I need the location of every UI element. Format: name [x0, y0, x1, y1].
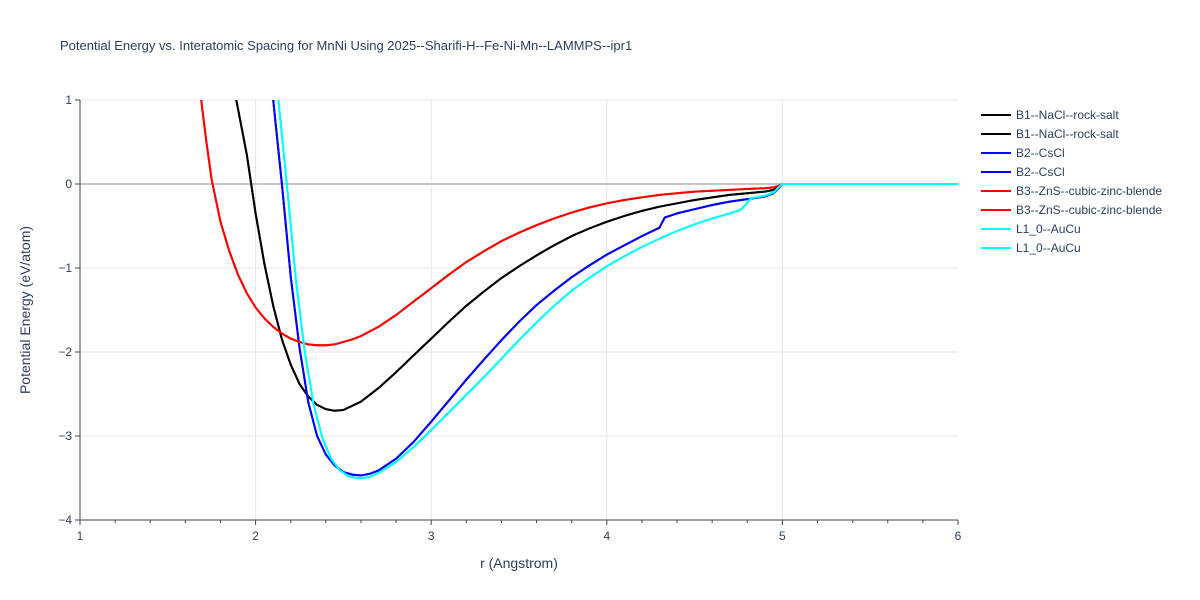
series-line-b1-nacl-rock-salt [235, 100, 958, 412]
y-tick-label: −4 [58, 513, 72, 527]
legend[interactable]: B1--NaCl--rock-salt B1--NaCl--rock-salt B2… [981, 108, 1162, 255]
legend-label: L1_0--AuCu [1016, 241, 1081, 255]
y-tick-label: −1 [58, 261, 72, 275]
legend-label: B1--NaCl--rock-salt [1016, 127, 1119, 141]
y-tick-labels: −4 −3 −2 −1 0 1 [58, 93, 72, 527]
legend-item[interactable]: B1--NaCl--rock-salt [981, 127, 1119, 141]
legend-item[interactable]: L1_0--AuCu [981, 241, 1081, 255]
series-lines [200, 100, 958, 479]
legend-label: B3--ZnS--cubic-zinc-blende [1016, 184, 1162, 198]
x-tick-labels: 1 2 3 4 5 6 [77, 529, 962, 543]
legend-item[interactable]: B1--NaCl--rock-salt [981, 108, 1119, 122]
y-tick-label: 1 [65, 93, 72, 107]
legend-item[interactable]: B3--ZnS--cubic-zinc-blende [981, 184, 1162, 198]
legend-item[interactable]: B2--CsCl [981, 146, 1065, 160]
series-line-b2-cscl [272, 100, 958, 477]
legend-item[interactable]: L1_0--AuCu [981, 222, 1081, 236]
y-axis-title: Potential Energy (eV/atom) [17, 226, 33, 394]
chart-title: Potential Energy vs. Interatomic Spacing… [60, 38, 632, 53]
x-tick-label: 3 [428, 529, 435, 543]
y-tick-label: −2 [58, 345, 72, 359]
plot-area [200, 100, 958, 479]
x-tick-label: 4 [603, 529, 610, 543]
legend-label: B1--NaCl--rock-salt [1016, 108, 1119, 122]
legend-label: B2--CsCl [1016, 165, 1065, 179]
x-tick-label: 6 [955, 529, 962, 543]
legend-label: B2--CsCl [1016, 146, 1065, 160]
x-tick-label: 1 [77, 529, 84, 543]
legend-item[interactable]: B3--ZnS--cubic-zinc-blende [981, 203, 1162, 217]
x-tick-label: 5 [779, 529, 786, 543]
x-axis-title: r (Angstrom) [480, 555, 558, 571]
x-tick-label: 2 [252, 529, 259, 543]
grid-lines [80, 99, 958, 520]
legend-item[interactable]: B2--CsCl [981, 165, 1065, 179]
y-tick-label: −3 [58, 429, 72, 443]
axes [75, 99, 959, 525]
legend-label: B3--ZnS--cubic-zinc-blende [1016, 203, 1162, 217]
legend-label: L1_0--AuCu [1016, 222, 1081, 236]
series-line-l1-0-aucu [277, 100, 958, 479]
y-tick-label: 0 [65, 177, 72, 191]
series-line-b3-zns-cubic-zinc-blende [200, 100, 958, 347]
